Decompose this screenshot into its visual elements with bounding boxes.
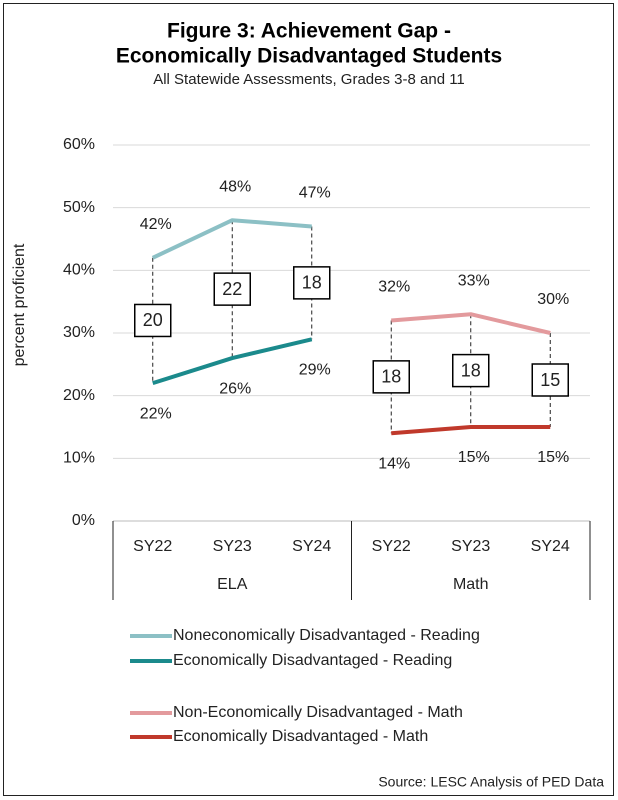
x-tick-label: SY22: [133, 538, 172, 555]
group-label: Math: [453, 576, 489, 593]
y-tick-label: 30%: [63, 324, 95, 341]
x-tick-label: SY24: [292, 538, 331, 555]
data-label: 14%: [378, 455, 410, 472]
chart-title: Figure 3: Achievement Gap -: [167, 20, 451, 43]
data-label: 15%: [458, 449, 490, 466]
gap-box: [293, 266, 331, 300]
data-label: 42%: [140, 216, 172, 233]
x-tick-label: SY23: [451, 538, 490, 555]
gap-box: [452, 353, 490, 388]
y-tick-label: 20%: [63, 387, 95, 404]
y-tick-label: 0%: [72, 512, 95, 529]
group-label: ELA: [217, 576, 248, 593]
chart-subtitle: All Statewide Assessments, Grades 3-8 an…: [153, 71, 465, 88]
gap-label: 18: [461, 360, 481, 380]
series-line: [391, 425, 551, 436]
gap-box: [134, 303, 172, 338]
legend-label: Non-Economically Disadvantaged - Math: [173, 704, 463, 721]
gap-box: [213, 272, 251, 306]
gap-label: 18: [381, 367, 401, 387]
data-label: 33%: [458, 272, 490, 289]
data-label: 47%: [299, 185, 331, 202]
data-label: 26%: [219, 380, 251, 397]
x-tick-label: SY22: [372, 538, 411, 555]
gap-label: 15: [540, 370, 560, 390]
gap-label: 20: [143, 310, 163, 330]
chart-title: Economically Disadvantaged Students: [116, 45, 502, 68]
x-tick-label: SY23: [213, 538, 252, 555]
gap-box: [372, 360, 410, 394]
x-tick-label: SY24: [531, 538, 570, 555]
data-label: 48%: [219, 178, 251, 195]
legend-label: Noneconomically Disadvantaged - Reading: [173, 627, 480, 644]
data-label: 30%: [537, 291, 569, 308]
source: Source: LESC Analysis of PED Data: [378, 774, 604, 790]
y-tick-label: 60%: [63, 136, 95, 153]
series-line: [391, 312, 551, 335]
gap-label: 22: [222, 279, 242, 299]
data-label: 22%: [140, 405, 172, 422]
y-tick-label: 40%: [63, 262, 95, 279]
y-tick-label: 10%: [63, 450, 95, 467]
y-tick-label: 50%: [63, 199, 95, 216]
y-axis-label: percent proficient: [11, 243, 28, 366]
series-line: [152, 337, 313, 386]
data-label: 29%: [299, 361, 331, 378]
legend-label: Economically Disadvantaged - Reading: [173, 652, 452, 669]
data-label: 15%: [537, 449, 569, 466]
series-line: [151, 218, 312, 260]
data-label: 32%: [378, 279, 410, 296]
frame: [3, 3, 614, 796]
legend-label: Economically Disadvantaged - Math: [173, 728, 428, 745]
gap-label: 18: [302, 273, 322, 293]
gap-box: [531, 363, 569, 397]
